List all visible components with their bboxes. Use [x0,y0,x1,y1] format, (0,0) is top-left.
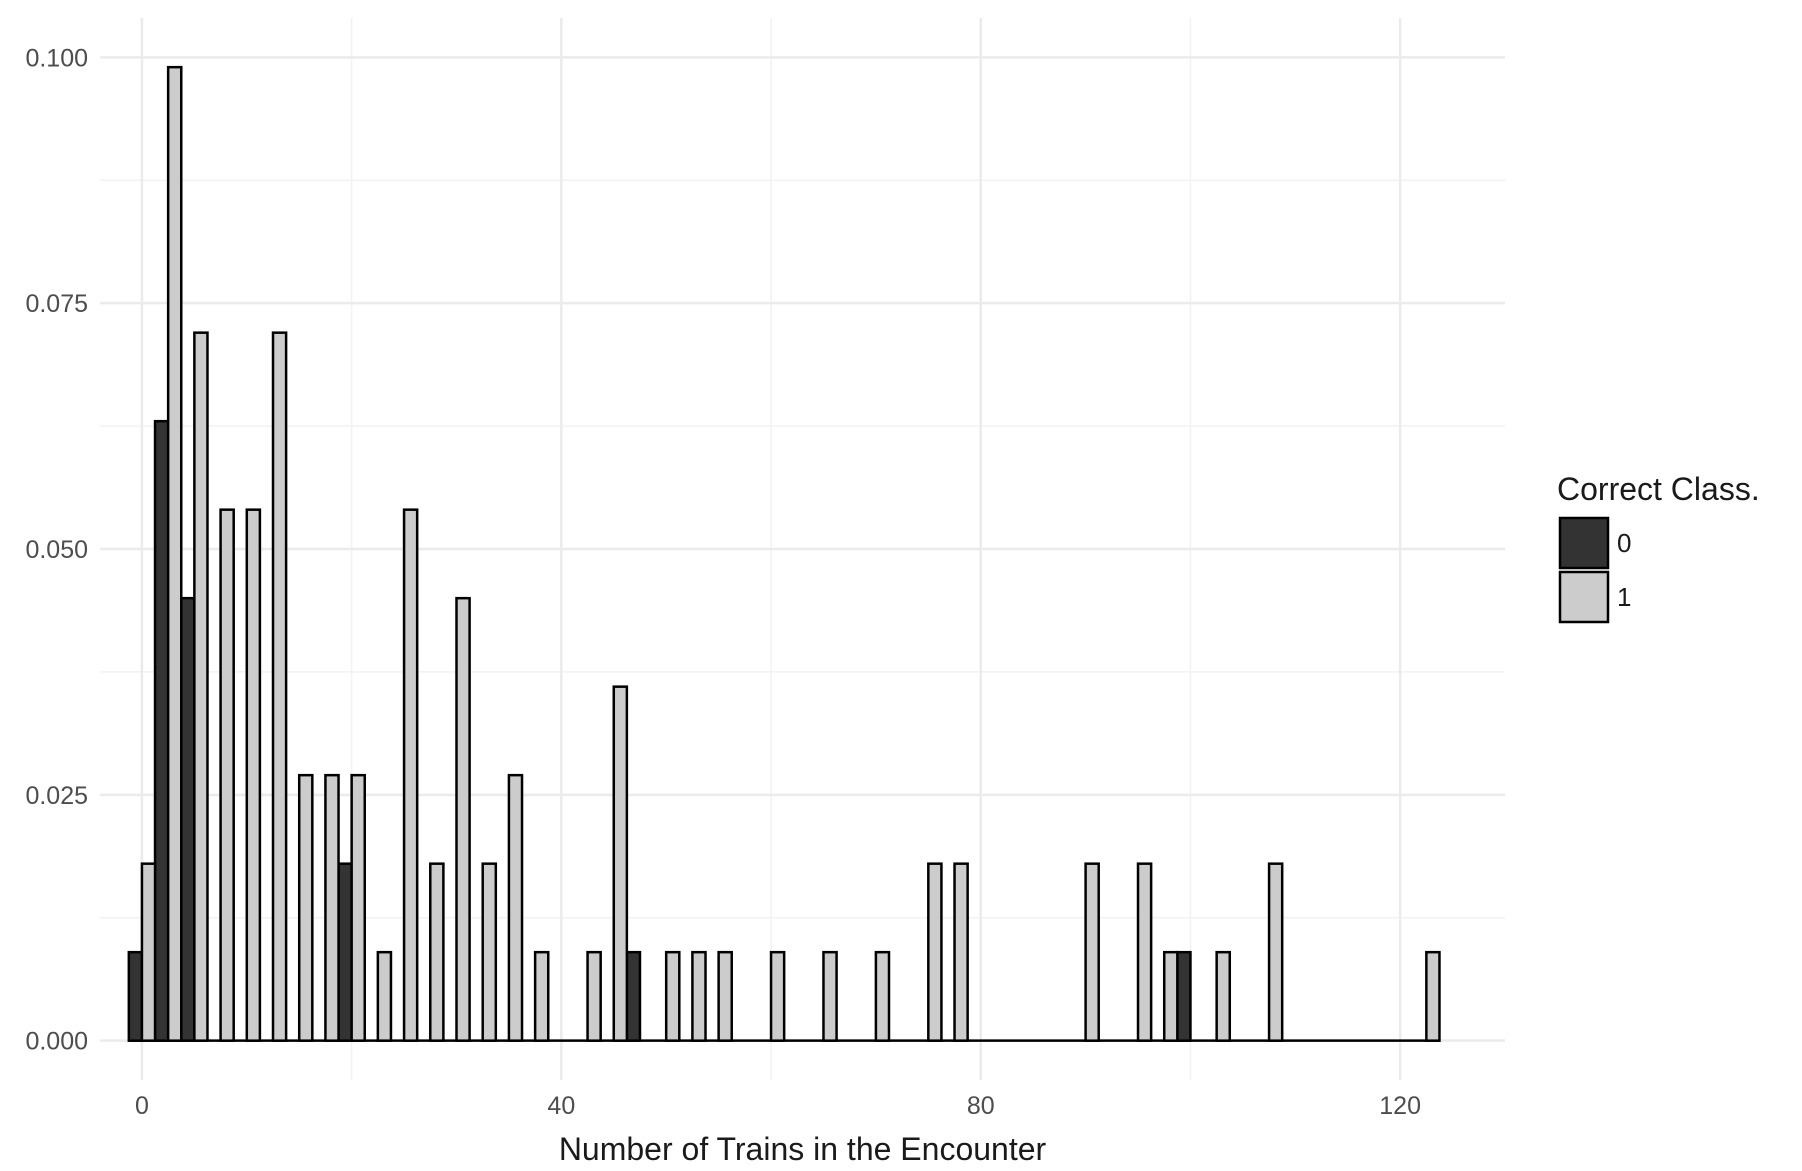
bar-series-0 [1176,950,1192,1042]
x-tick-label: 120 [1379,1092,1421,1120]
bar-series-1 [822,950,838,1042]
bar-series-1 [193,331,209,1042]
bar-series-1 [769,950,786,1042]
bar-series-1 [717,950,733,1042]
bar-series-1 [1215,950,1232,1042]
bar-series-1 [350,773,366,1042]
bar-series-1 [1136,862,1153,1042]
bar-series-1 [691,950,707,1042]
legend-key-0 [1558,516,1610,570]
bar-series-0 [180,596,196,1042]
bar-series-0 [127,950,144,1042]
y-tick-label: 0.050 [25,536,88,564]
x-tick-label: 40 [547,1092,575,1120]
legend-key-1 [1558,570,1610,624]
bar-series-1 [586,950,602,1042]
bar-series-1 [533,950,550,1042]
bar-series-1 [874,950,891,1042]
bar-series-1 [612,685,629,1042]
legend-title: Correct Class. [1557,471,1760,507]
bar-series-0 [337,862,353,1042]
bar-series-1 [1425,950,1441,1042]
bar-series-1 [927,862,943,1042]
axis-layer: 0 40 80 120 0.000 0.025 0.050 0.075 0.100 [25,44,1421,1120]
x-tick-label: 80 [967,1092,995,1120]
bar-series-1 [297,773,314,1042]
bar-series-1 [664,950,681,1042]
bar-series-1 [1267,862,1284,1042]
bar-series-1 [1162,950,1179,1042]
bar-series-1 [140,862,157,1042]
legend-label-1: 1 [1617,582,1631,612]
bar-series-0 [153,419,170,1042]
x-axis-title: Number of Trains in the Encounter [559,1131,1047,1167]
bar-series-1 [953,862,969,1042]
bar-series-1 [324,773,340,1042]
legend: Correct Class. 0 1 [1557,471,1760,624]
bar-series-1 [507,773,524,1042]
bar-series-1 [402,508,419,1042]
bar-series-1 [429,862,445,1042]
bar-series-1 [271,331,288,1042]
bar-series-1 [376,950,393,1042]
bar-series-1 [245,508,262,1042]
x-tick-label: 0 [135,1092,149,1120]
y-tick-label: 0.100 [25,44,88,72]
legend-label-0: 0 [1617,528,1631,558]
bar-series-1 [455,596,471,1042]
y-tick-label: 0.000 [25,1028,88,1056]
bar-series-1 [1084,862,1100,1042]
bar-series-0 [625,950,642,1042]
bar-series-1 [166,65,183,1042]
y-tick-label: 0.025 [25,782,88,810]
bar-series-1 [219,508,235,1042]
y-tick-label: 0.075 [25,290,88,318]
bar-layer [127,65,1441,1042]
bar-series-1 [481,862,498,1042]
